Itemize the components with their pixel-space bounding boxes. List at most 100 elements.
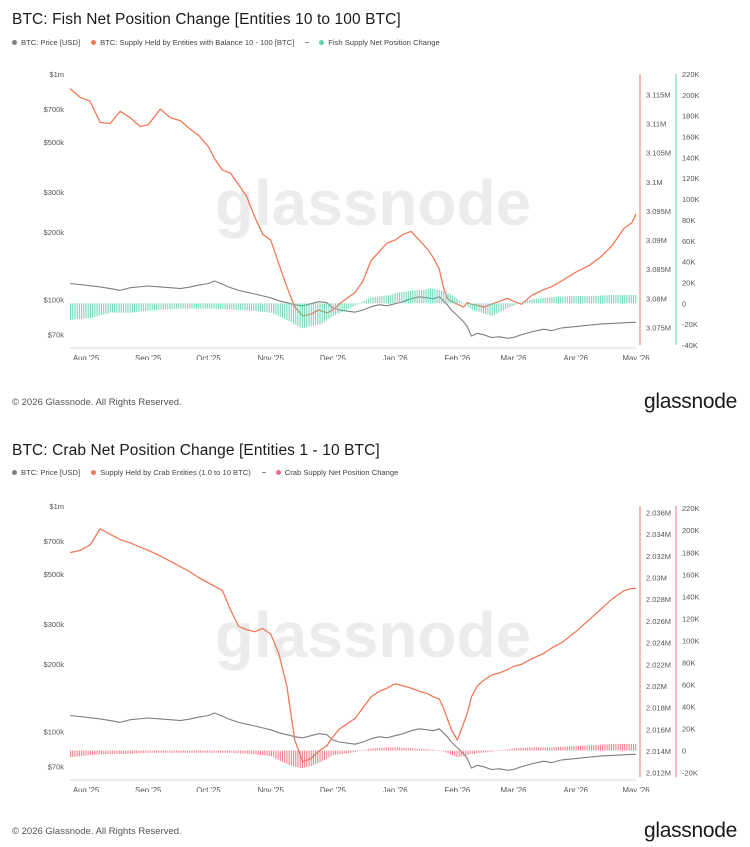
net-change-bar (440, 290, 443, 304)
net-change-bar (217, 303, 220, 309)
right-axis-1-tick-label: 2.024M (646, 639, 671, 648)
right-axis-2-tick-label: 60K (682, 237, 695, 246)
net-change-bar (562, 296, 564, 304)
net-change-bar (151, 303, 153, 311)
net-change-bar (224, 303, 226, 310)
net-change-bar (546, 747, 548, 751)
legend-item-price[interactable]: BTC: Price [USD] (12, 38, 80, 47)
net-change-bar (432, 288, 434, 304)
net-change-bar (604, 295, 606, 304)
net-change-bar (78, 303, 80, 320)
x-axis-tick-label: Feb '26 (444, 786, 470, 792)
net-change-bar (527, 747, 529, 751)
net-change-bar (540, 747, 542, 751)
net-change-bar (445, 291, 447, 304)
net-change-bar (301, 303, 303, 329)
net-change-bar (255, 303, 257, 312)
net-change-bar (169, 750, 171, 753)
left-axis-tick-label: $300k (44, 620, 65, 629)
net-change-bar (454, 296, 456, 304)
right-axis-2-tick-label: 200K (682, 526, 700, 535)
net-change-bar (178, 303, 180, 309)
net-change-bar (195, 750, 197, 753)
net-change-bar (281, 303, 284, 318)
net-change-bar (264, 303, 266, 313)
net-change-bar (500, 750, 502, 751)
net-change-bar (515, 748, 518, 751)
net-change-bar (533, 747, 535, 751)
legend-item-net-change[interactable]: Fish Supply Net Position Change (319, 38, 440, 47)
net-change-bar (447, 292, 449, 304)
net-change-bar (390, 747, 392, 751)
net-change-bar (502, 303, 504, 311)
legend-label: Crab Supply Net Position Change (284, 468, 399, 477)
net-change-bar (231, 303, 233, 310)
net-change-bar (465, 303, 467, 305)
net-change-bar (323, 303, 325, 323)
x-axis-tick-label: Jan '26 (383, 786, 408, 792)
net-change-bar (213, 303, 215, 309)
x-axis-tick-label: Mar '26 (501, 354, 527, 360)
net-change-bar (326, 303, 328, 321)
net-change-bar (359, 303, 361, 304)
net-change-bar (357, 750, 359, 752)
net-change-bar (434, 289, 436, 304)
chart-title: BTC: Crab Net Position Change [Entities … (12, 442, 380, 459)
legend-item-net-change[interactable]: Crab Supply Net Position Change (275, 468, 399, 477)
net-change-bars (70, 743, 637, 768)
net-change-bar (610, 295, 613, 304)
net-change-bar (81, 303, 83, 319)
net-change-bar (224, 750, 226, 753)
net-change-bar (343, 750, 345, 754)
net-change-bar (209, 750, 211, 753)
right-axis-2-tick-label: 60K (682, 680, 695, 689)
x-axis-tick-label: Oct '25 (196, 354, 221, 360)
brand-logo: glassnode (643, 819, 737, 842)
net-change-bar (504, 303, 507, 310)
net-change-bar (361, 750, 363, 751)
chart-legend: BTC: Price [USD] Supply Held by Crab Ent… (12, 468, 409, 477)
brand-logo: glassnode (643, 390, 737, 413)
legend-item-supply[interactable]: Supply Held by Crab Entities (1.0 to 10 … (91, 468, 251, 477)
net-change-bar (423, 749, 425, 751)
net-change-bar (511, 303, 513, 307)
net-change-bar (451, 295, 454, 304)
net-change-bar (354, 750, 356, 752)
net-change-bar (440, 750, 443, 752)
net-change-bar (83, 303, 85, 319)
net-change-bar (449, 750, 451, 755)
net-change-bar (308, 303, 310, 327)
net-change-bar (551, 297, 553, 304)
net-change-bar (462, 750, 465, 756)
net-change-bar (491, 303, 493, 316)
net-change-bar (500, 303, 502, 312)
net-change-bar (610, 744, 613, 751)
net-change-bar (301, 750, 303, 768)
net-change-bar (180, 303, 182, 309)
net-change-bar (584, 296, 586, 304)
left-axis-tick-label: $200k (44, 228, 65, 237)
net-change-bar (173, 750, 175, 753)
net-change-bar (182, 303, 184, 309)
net-change-bar (606, 295, 608, 304)
net-change-bar (237, 750, 239, 754)
net-change-bar (116, 750, 118, 754)
net-change-bar (451, 750, 454, 756)
net-change-bar (310, 303, 312, 327)
net-change-bar (555, 747, 557, 751)
net-change-bar (94, 750, 96, 755)
net-change-bar (597, 744, 599, 751)
net-change-bar (147, 303, 149, 311)
legend-item-price[interactable]: BTC: Price [USD] (12, 468, 80, 477)
chart-plot[interactable]: glassnode $1m $700k $500k $300k $200k $100k $70… (0, 60, 750, 360)
net-change-bar (253, 750, 255, 755)
legend-dot (91, 470, 97, 475)
net-change-bar (89, 750, 91, 755)
legend-item-supply[interactable]: BTC: Supply Held by Entities with Balanc… (91, 38, 294, 47)
net-change-bar (518, 748, 520, 751)
net-change-bar (496, 303, 498, 314)
net-change-bar (350, 750, 352, 753)
net-change-bar (595, 744, 597, 751)
chart-plot[interactable]: glassnode $1m $700k $500k $300k $200k $100k $70… (0, 492, 750, 792)
net-change-bar (145, 750, 147, 753)
